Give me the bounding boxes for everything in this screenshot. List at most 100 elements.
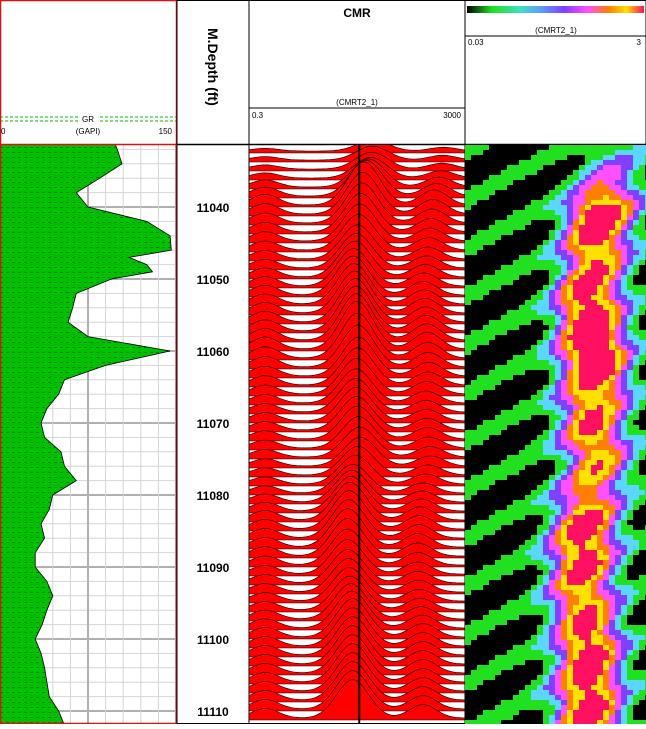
cmr-heatmap-cell: [585, 145, 591, 150]
cmr-heatmap-cell: [537, 155, 543, 160]
cmr-heatmap-cell: [513, 245, 519, 250]
cmr-heatmap-cell: [531, 245, 537, 250]
cmr-heatmap-cell: [495, 410, 501, 415]
cmr-heatmap-cell: [579, 260, 585, 265]
cmr-heatmap-cell: [639, 375, 645, 380]
cmr-heatmap-cell: [471, 580, 477, 585]
cmr-heatmap-cell: [561, 500, 567, 505]
cmr-heatmap-cell: [489, 590, 495, 595]
cmr-heatmap-cell: [519, 485, 525, 490]
cmr-heatmap-cell: [525, 205, 531, 210]
cmr-heatmap-cell: [537, 440, 543, 445]
cmr-heatmap-cell: [519, 560, 525, 565]
cmr-heatmap-cell: [639, 370, 645, 375]
cmr-heatmap-cell: [627, 505, 633, 510]
cmr-heatmap-cell: [507, 320, 513, 325]
cmr-heatmap-cell: [561, 410, 567, 415]
cmr-heatmap-cell: [639, 660, 645, 665]
cmr-heatmap-cell: [513, 275, 519, 280]
cmr-heatmap-cell: [555, 520, 561, 525]
cmr-heatmap-cell: [513, 635, 519, 640]
cmr-heatmap-cell: [609, 470, 615, 475]
cmr-heatmap-cell: [543, 255, 549, 260]
cmr-heatmap-cell: [615, 210, 621, 215]
cmr-heatmap-cell: [513, 165, 519, 170]
cmr-heatmap-cell: [573, 195, 579, 200]
cmr-heatmap-cell: [555, 175, 561, 180]
cmr-heatmap-cell: [561, 190, 567, 195]
cmr-heatmap-cell: [639, 465, 645, 470]
cmr-heatmap-cell: [561, 265, 567, 270]
cmr-heatmap-cell: [513, 145, 519, 150]
cmr-heatmap-cell: [543, 345, 549, 350]
cmr-heatmap-cell: [519, 610, 525, 615]
cmr-heatmap-cell: [513, 180, 519, 185]
cmr-heatmap-cell: [537, 555, 543, 560]
cmr-heatmap-cell: [597, 620, 603, 625]
cmr-heatmap-cell: [537, 700, 543, 705]
cmr-heatmap-cell: [531, 405, 537, 410]
cmr-heatmap-cell: [507, 585, 513, 590]
cmr-heatmap-cell: [543, 220, 549, 225]
cmr-heatmap-cell: [627, 220, 633, 225]
cmr-heatmap-cell: [585, 315, 591, 320]
cmr-heatmap-cell: [591, 230, 597, 235]
cmr-heatmap-cell: [531, 295, 537, 300]
cmr-heatmap-cell: [549, 430, 555, 435]
cmr-heatmap-cell: [501, 435, 507, 440]
cmr-heatmap-cell: [525, 275, 531, 280]
cmr-heatmap-cell: [621, 700, 627, 705]
cmr-heatmap-cell: [573, 710, 579, 715]
cmr-heatmap-cell: [603, 475, 609, 480]
cmr-heatmap-cell: [513, 270, 519, 275]
cmr-heatmap-cell: [567, 260, 573, 265]
cmr-heatmap-cell: [543, 380, 549, 385]
cmr-heatmap-cell: [615, 620, 621, 625]
cmr-heatmap-cell: [519, 720, 525, 724]
cmr-heatmap-cell: [561, 610, 567, 615]
cmr-heatmap-cell: [633, 405, 639, 410]
cmr-heatmap-cell: [477, 430, 483, 435]
cmr-heatmap-cell: [477, 325, 483, 330]
cmr-heatmap-cell: [591, 405, 597, 410]
cmr-heatmap-cell: [477, 335, 483, 340]
cmr-heatmap-cell: [633, 360, 639, 365]
cmr-heatmap-cell: [609, 425, 615, 430]
cmr-heatmap-cell: [537, 690, 543, 695]
cmr-heatmap-cell: [591, 215, 597, 220]
cmr-heatmap-cell: [519, 200, 525, 205]
cmr-heatmap-cell: [627, 670, 633, 675]
cmr-heatmap-cell: [525, 290, 531, 295]
cmr-heatmap-cell: [501, 680, 507, 685]
cmr-heatmap-cell: [561, 380, 567, 385]
cmr-heatmap-cell: [477, 590, 483, 595]
cmr-heatmap-cell: [615, 345, 621, 350]
cmr-heatmap-cell: [621, 245, 627, 250]
cmr-heatmap-cell: [555, 655, 561, 660]
cmr-heatmap-cell: [633, 700, 639, 705]
cmr-heatmap-cell: [603, 340, 609, 345]
cmr-heatmap-cell: [627, 570, 633, 575]
cmr-heatmap-cell: [489, 565, 495, 570]
cmr-heatmap-cell: [633, 225, 639, 230]
cmr-heatmap-cell: [525, 175, 531, 180]
depth-tick-label: 11090: [197, 561, 230, 575]
cmr-heatmap-cell: [549, 180, 555, 185]
cmr-heatmap-cell: [537, 360, 543, 365]
cmr-heatmap-cell: [519, 210, 525, 215]
cmr-heatmap-cell: [549, 495, 555, 500]
cmr-heatmap-cell: [507, 625, 513, 630]
cmr-heatmap-cell: [633, 670, 639, 675]
cmr-heatmap-cell: [567, 255, 573, 260]
cmr-heatmap-cell: [603, 345, 609, 350]
cmr-heatmap-cell: [513, 600, 519, 605]
cmr-heatmap-cell: [573, 595, 579, 600]
cmr-heatmap-cell: [549, 225, 555, 230]
cmr-heatmap-cell: [591, 585, 597, 590]
cmr-heatmap-cell: [477, 405, 483, 410]
cmr-heatmap-cell: [477, 275, 483, 280]
cmr-heatmap-cell: [615, 310, 621, 315]
cmr-heatmap-cell: [531, 510, 537, 515]
cmr-heatmap-cell: [489, 540, 495, 545]
cmr-heatmap-cell: [525, 405, 531, 410]
